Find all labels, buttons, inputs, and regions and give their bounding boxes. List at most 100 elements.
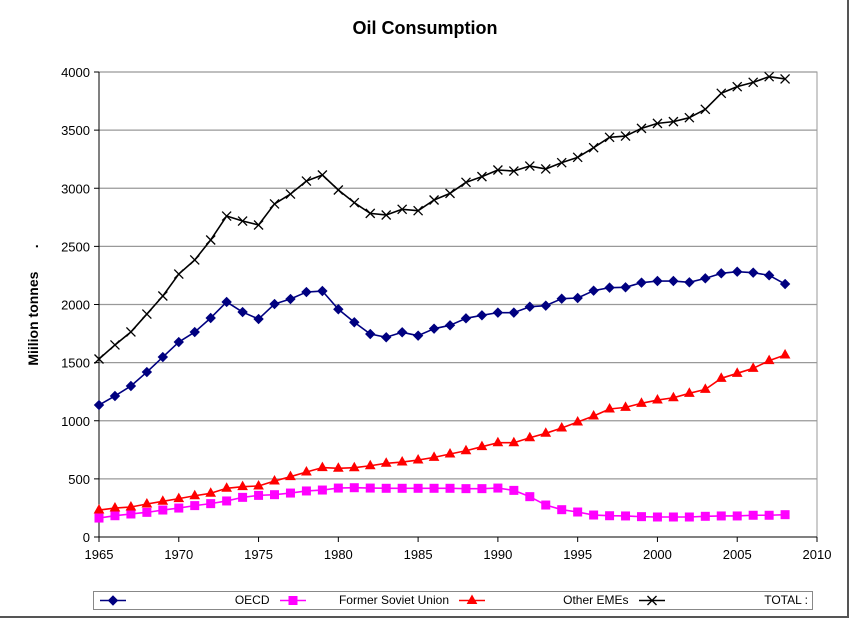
legend-item-former-soviet-union: Former Soviet Union	[274, 592, 454, 609]
data-point-total	[476, 171, 487, 182]
marker-stroke	[125, 326, 136, 337]
marker-stroke	[141, 309, 152, 319]
data-point-other-emes	[652, 394, 663, 404]
marker-stroke	[381, 210, 392, 220]
data-point-other-emes	[237, 480, 248, 491]
data-point-total	[349, 197, 360, 208]
marker-stroke	[429, 195, 440, 205]
series-line-former-soviet-union	[98, 486, 786, 519]
data-point-total	[221, 211, 232, 221]
marker-stroke	[285, 189, 296, 200]
legend-item-other-emes: Other EMEs	[453, 592, 633, 609]
marker-stroke	[205, 235, 216, 245]
y-tick-label: 500	[68, 472, 90, 487]
data-point-total	[365, 208, 376, 219]
y-tick-label: 1500	[61, 356, 90, 371]
data-point-former-soviet-union	[142, 507, 152, 517]
marker-stroke	[461, 177, 471, 188]
data-point-total	[317, 170, 328, 180]
data-point-former-soviet-union	[477, 484, 487, 494]
data-point-former-soviet-union	[270, 490, 280, 500]
data-point-other-emes	[763, 354, 775, 365]
data-point-total	[461, 177, 471, 188]
data-point-former-soviet-union	[493, 483, 503, 493]
data-point-other-emes	[269, 474, 280, 485]
data-point-oecd	[668, 275, 679, 287]
x-tick-label: 2010	[803, 547, 832, 562]
data-point-oecd	[109, 390, 121, 402]
data-point-total	[540, 163, 551, 174]
data-point-former-soviet-union	[429, 483, 439, 493]
marker-stroke	[301, 176, 312, 187]
data-point-former-soviet-union	[589, 510, 599, 520]
marker-stroke	[540, 163, 551, 174]
data-point-former-soviet-union	[445, 483, 455, 493]
marker-stroke	[253, 220, 264, 230]
series-oecd	[93, 266, 791, 411]
data-point-oecd	[269, 298, 280, 310]
legend-marker-former-soviet-union	[279, 596, 306, 605]
data-point-total	[301, 176, 312, 187]
data-point-other-emes	[684, 387, 695, 397]
data-point-total	[780, 74, 791, 84]
x-tick-label: 2000	[643, 547, 672, 562]
data-point-total	[253, 220, 264, 230]
data-point-oecd	[141, 366, 153, 378]
data-point-total	[269, 198, 280, 209]
x-tick-label: 2005	[723, 547, 752, 562]
x-tick-label: 1990	[483, 547, 512, 562]
data-point-former-soviet-union	[780, 510, 790, 520]
data-point-oecd	[253, 313, 264, 325]
gridlines	[98, 71, 818, 538]
x-tick-label: 1980	[324, 547, 353, 562]
marker-stroke	[652, 118, 663, 129]
legend-item-total: TOTAL :	[633, 592, 813, 609]
data-point-total	[109, 339, 120, 350]
x-tick-label: 1985	[404, 547, 433, 562]
x-tick-label: 1995	[563, 547, 592, 562]
data-point-former-soviet-union	[94, 513, 104, 523]
data-point-oecd	[365, 328, 376, 340]
y-tick-labels: 0 500 1000 1500 2000 2500 3000 3500 4000	[61, 65, 90, 545]
data-point-other-emes	[301, 465, 312, 476]
data-point-former-soviet-union	[525, 492, 535, 502]
data-point-former-soviet-union	[158, 505, 168, 515]
data-point-total	[157, 291, 168, 301]
series-group	[93, 71, 791, 523]
marker-stroke	[333, 185, 344, 195]
data-point-oecd	[125, 380, 137, 392]
data-point-former-soviet-union	[381, 483, 391, 493]
data-point-oecd	[508, 307, 520, 318]
data-point-total	[700, 104, 711, 115]
marker-stroke	[365, 208, 376, 219]
data-point-former-soviet-union	[254, 490, 264, 500]
marker-stroke	[269, 198, 280, 209]
data-point-oecd	[349, 317, 360, 328]
marker-stroke	[221, 211, 232, 221]
data-point-former-soviet-union	[285, 488, 295, 498]
data-point-former-soviet-union	[110, 511, 120, 521]
data-point-total	[764, 71, 775, 82]
marker-stroke	[109, 339, 120, 350]
legend-symbol	[646, 595, 657, 606]
marker-stroke	[700, 104, 711, 115]
data-point-oecd	[652, 275, 663, 287]
legend-label: Former Soviet Union	[338, 593, 449, 607]
y-tick-label: 3000	[61, 181, 90, 196]
data-point-former-soviet-union	[716, 511, 726, 521]
data-point-other-emes	[125, 500, 137, 511]
data-point-total	[125, 326, 136, 337]
data-point-former-soviet-union	[461, 484, 471, 494]
data-point-oecd	[524, 301, 536, 312]
data-point-oecd	[221, 296, 232, 308]
axes	[94, 71, 818, 542]
marker-stroke	[620, 131, 631, 142]
data-point-other-emes	[604, 402, 615, 413]
data-point-oecd	[189, 326, 200, 338]
data-point-former-soviet-union	[621, 511, 631, 521]
data-point-oecd	[93, 399, 105, 411]
data-point-oecd	[428, 323, 440, 334]
data-point-oecd	[173, 336, 184, 348]
data-point-oecd	[700, 273, 711, 284]
